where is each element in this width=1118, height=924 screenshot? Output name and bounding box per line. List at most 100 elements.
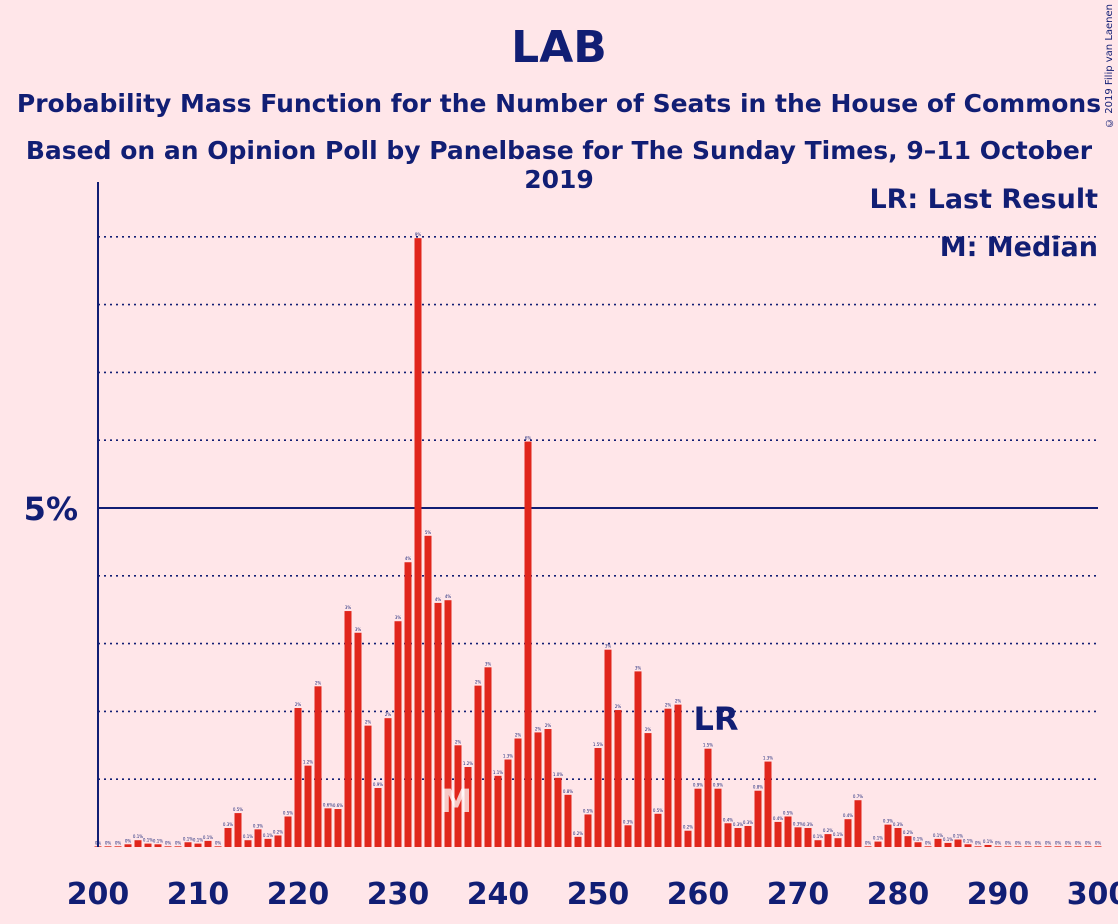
bar bbox=[804, 828, 812, 847]
bar-label: 1.1% bbox=[493, 770, 503, 775]
bar bbox=[994, 846, 1002, 847]
bar bbox=[854, 800, 862, 847]
bar bbox=[1004, 846, 1012, 847]
bar bbox=[794, 827, 802, 847]
bar-label: 0.2% bbox=[823, 828, 833, 833]
bar bbox=[1054, 846, 1062, 847]
x-tick-label: 260 bbox=[667, 877, 730, 912]
bar-label: 1.2% bbox=[303, 760, 313, 765]
x-tick-label: 240 bbox=[467, 877, 530, 912]
bar-label: 2% bbox=[455, 739, 462, 744]
bar-label: 0.9% bbox=[373, 782, 383, 787]
bar bbox=[464, 766, 472, 847]
bar-label: 0.1% bbox=[813, 834, 823, 839]
bar bbox=[744, 825, 752, 847]
bar-label: 9% bbox=[415, 232, 422, 237]
bar bbox=[354, 632, 362, 847]
bar bbox=[154, 844, 162, 847]
bar-label: 2% bbox=[545, 723, 552, 728]
x-tick-label: 290 bbox=[967, 877, 1030, 912]
bar bbox=[544, 729, 552, 847]
bar bbox=[234, 813, 242, 847]
bar-label: 0.3% bbox=[623, 819, 633, 824]
bar bbox=[574, 836, 582, 847]
bar bbox=[874, 841, 882, 847]
bar-label: 0.4% bbox=[843, 813, 853, 818]
bar-label: 0.5% bbox=[233, 807, 243, 812]
last-result-marker: LR bbox=[693, 700, 738, 738]
bar bbox=[1014, 846, 1022, 847]
bar bbox=[944, 842, 952, 847]
bar bbox=[714, 788, 722, 847]
bar bbox=[984, 844, 992, 847]
bar-label: 2% bbox=[475, 680, 482, 685]
bar-label: 0.7% bbox=[853, 794, 863, 799]
bar-label: 0.4% bbox=[773, 816, 783, 821]
bar bbox=[924, 846, 932, 847]
bar-label: 0.3% bbox=[883, 819, 893, 824]
bar bbox=[174, 846, 182, 847]
bar-label: 0.5% bbox=[783, 810, 793, 815]
bar-label: 0% bbox=[215, 840, 222, 845]
bar bbox=[284, 816, 292, 847]
bar bbox=[1094, 846, 1102, 847]
bar bbox=[424, 535, 432, 847]
y-tick-label: 5% bbox=[24, 490, 78, 528]
bar bbox=[654, 813, 662, 847]
bar bbox=[104, 846, 112, 847]
bar bbox=[734, 828, 742, 847]
bar bbox=[414, 238, 422, 847]
bar bbox=[254, 829, 262, 847]
bar-label: 0.5% bbox=[653, 808, 663, 813]
bar-label: 0.3% bbox=[893, 822, 903, 827]
bar bbox=[724, 823, 732, 847]
bar-label: 3% bbox=[395, 615, 402, 620]
bar-label: 1.0% bbox=[553, 772, 563, 777]
bar bbox=[774, 821, 782, 847]
bar bbox=[194, 843, 202, 847]
bar-label: 0.8% bbox=[563, 789, 573, 794]
bar-label: 0% bbox=[975, 840, 982, 845]
bar bbox=[674, 704, 682, 847]
bar bbox=[1064, 846, 1072, 847]
x-tick-label: 270 bbox=[767, 877, 830, 912]
bar bbox=[394, 621, 402, 847]
bar-label: 0% bbox=[1065, 840, 1072, 845]
bar bbox=[164, 846, 172, 847]
bar bbox=[134, 840, 142, 847]
bar-label: 0.3% bbox=[253, 823, 263, 828]
bar-label: 1.3% bbox=[763, 756, 773, 761]
bar-label: 0.3% bbox=[223, 822, 233, 827]
bar-label: 0.1% bbox=[833, 832, 843, 837]
bar-label: 0.3% bbox=[803, 822, 813, 827]
gridlines bbox=[98, 236, 1098, 781]
bar bbox=[454, 745, 462, 847]
bar-label: 0% bbox=[1015, 840, 1022, 845]
bar bbox=[264, 838, 272, 847]
bar bbox=[974, 846, 982, 847]
bar-label: 0% bbox=[115, 840, 122, 845]
bar bbox=[374, 788, 382, 847]
bar bbox=[844, 819, 852, 847]
bar-label: 0% bbox=[175, 840, 182, 845]
bar bbox=[644, 733, 652, 847]
chart-subtitle-1: Probability Mass Function for the Number… bbox=[16, 89, 1102, 118]
bar-label: 3% bbox=[485, 661, 492, 666]
bar-label: 2% bbox=[615, 704, 622, 709]
x-tick-label: 200 bbox=[67, 877, 130, 912]
bar bbox=[784, 816, 792, 847]
median-marker: M bbox=[440, 782, 472, 820]
bar-label: 0.1% bbox=[933, 833, 943, 838]
bar-label: 3% bbox=[635, 665, 642, 670]
bar-label: 4% bbox=[445, 594, 452, 599]
bar bbox=[614, 710, 622, 847]
bar-label: 0.1% bbox=[873, 836, 883, 841]
bar bbox=[514, 738, 522, 847]
bar bbox=[384, 718, 392, 847]
bar bbox=[1084, 846, 1092, 847]
bar bbox=[914, 842, 922, 847]
bar bbox=[344, 611, 352, 847]
bar-label: 0.6% bbox=[323, 802, 333, 807]
bar-label: 0.2% bbox=[273, 829, 283, 834]
bar-label: 0% bbox=[865, 840, 872, 845]
